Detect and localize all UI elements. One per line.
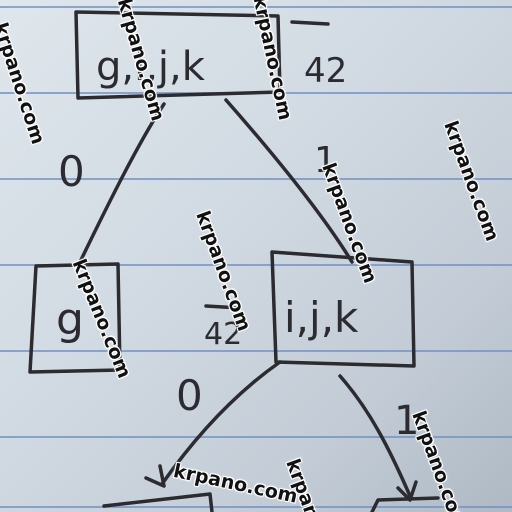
ruled-line xyxy=(0,350,512,352)
root-fraction-denominator: 42 xyxy=(304,51,347,91)
right-child-box xyxy=(270,250,416,368)
right-child-label: i,j,k xyxy=(284,293,359,342)
root-node-label: g,i,j,k xyxy=(96,44,206,90)
edge-label-root-right: 1 xyxy=(314,140,337,181)
root-node-box xyxy=(74,10,282,100)
bottom-left-box xyxy=(102,492,214,512)
ruled-line xyxy=(0,436,512,438)
bottom-right-box xyxy=(370,496,440,512)
ruled-line xyxy=(0,6,512,8)
edge-root-left xyxy=(78,102,166,264)
left-child-label: g xyxy=(56,294,84,345)
left-child-box xyxy=(28,262,122,374)
ruled-line xyxy=(0,178,512,180)
edge-label-right-right: 1 xyxy=(394,398,419,444)
arrowhead-left xyxy=(144,464,166,488)
ruled-line xyxy=(0,506,512,508)
edge-label-right-left: 0 xyxy=(176,371,203,420)
fraction-bar-mid xyxy=(204,304,242,310)
right-fraction-denominator: 42 xyxy=(204,317,242,352)
edge-root-right xyxy=(224,98,354,264)
arrowhead-right xyxy=(396,480,418,502)
ruled-line xyxy=(0,264,512,266)
fraction-bar-top xyxy=(290,20,330,26)
edge-right-left xyxy=(160,360,282,486)
edge-right-right xyxy=(338,374,412,498)
edge-label-root-left: 0 xyxy=(58,147,85,196)
